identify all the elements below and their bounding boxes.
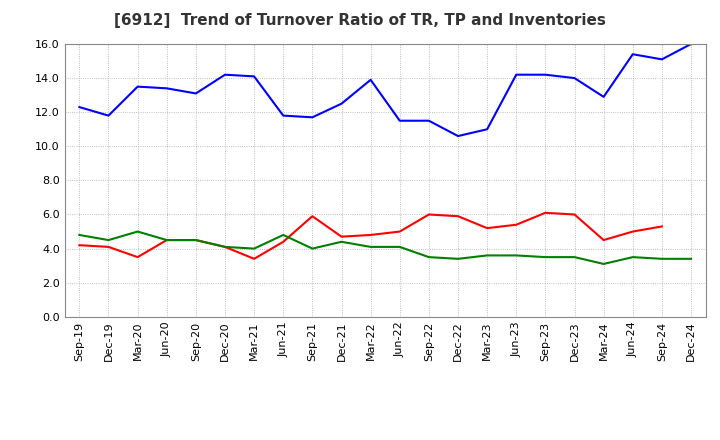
Line: Inventories: Inventories xyxy=(79,231,691,264)
Trade Receivables xyxy=(657,224,666,229)
Inventories xyxy=(425,254,433,260)
Trade Receivables xyxy=(279,239,287,244)
Trade Payables xyxy=(133,84,142,89)
Trade Payables xyxy=(657,57,666,62)
Trade Payables xyxy=(541,72,550,77)
Trade Receivables xyxy=(366,232,375,238)
Trade Payables xyxy=(454,133,462,139)
Inventories xyxy=(133,229,142,234)
Trade Payables xyxy=(75,104,84,110)
Trade Receivables xyxy=(337,234,346,239)
Inventories xyxy=(454,256,462,261)
Trade Receivables xyxy=(454,213,462,219)
Inventories xyxy=(629,254,637,260)
Trade Receivables xyxy=(483,225,492,231)
Line: Trade Payables: Trade Payables xyxy=(79,44,691,136)
Trade Payables xyxy=(570,76,579,81)
Inventories xyxy=(599,261,608,267)
Trade Receivables xyxy=(133,254,142,260)
Trade Receivables xyxy=(395,229,404,234)
Inventories xyxy=(570,254,579,260)
Trade Receivables xyxy=(250,256,258,261)
Trade Payables xyxy=(250,74,258,79)
Inventories xyxy=(657,256,666,261)
Trade Receivables xyxy=(512,222,521,227)
Trade Payables xyxy=(425,118,433,123)
Trade Payables xyxy=(220,72,229,77)
Trade Payables xyxy=(308,115,317,120)
Inventories xyxy=(75,232,84,238)
Trade Receivables xyxy=(599,238,608,243)
Inventories xyxy=(104,238,113,243)
Line: Trade Receivables: Trade Receivables xyxy=(79,213,662,259)
Inventories xyxy=(395,244,404,249)
Trade Payables xyxy=(599,94,608,99)
Trade Receivables xyxy=(425,212,433,217)
Inventories xyxy=(337,239,346,244)
Trade Receivables xyxy=(192,238,200,243)
Trade Receivables xyxy=(75,242,84,248)
Trade Receivables xyxy=(220,244,229,249)
Inventories xyxy=(541,254,550,260)
Inventories xyxy=(192,238,200,243)
Inventories xyxy=(366,244,375,249)
Trade Receivables xyxy=(629,229,637,234)
Trade Payables xyxy=(395,118,404,123)
Trade Payables xyxy=(512,72,521,77)
Inventories xyxy=(308,246,317,251)
Trade Receivables xyxy=(570,212,579,217)
Inventories xyxy=(163,238,171,243)
Trade Payables xyxy=(192,91,200,96)
Trade Payables xyxy=(366,77,375,82)
Text: [6912]  Trend of Turnover Ratio of TR, TP and Inventories: [6912] Trend of Turnover Ratio of TR, TP… xyxy=(114,13,606,28)
Trade Receivables xyxy=(541,210,550,216)
Trade Payables xyxy=(163,86,171,91)
Trade Payables xyxy=(104,113,113,118)
Inventories xyxy=(279,232,287,238)
Inventories xyxy=(512,253,521,258)
Inventories xyxy=(250,246,258,251)
Trade Payables xyxy=(629,51,637,57)
Trade Receivables xyxy=(104,244,113,249)
Trade Receivables xyxy=(308,213,317,219)
Trade Receivables xyxy=(163,238,171,243)
Trade Payables xyxy=(483,127,492,132)
Trade Payables xyxy=(687,41,696,47)
Trade Payables xyxy=(279,113,287,118)
Inventories xyxy=(483,253,492,258)
Inventories xyxy=(220,244,229,249)
Inventories xyxy=(687,256,696,261)
Trade Payables xyxy=(337,101,346,106)
